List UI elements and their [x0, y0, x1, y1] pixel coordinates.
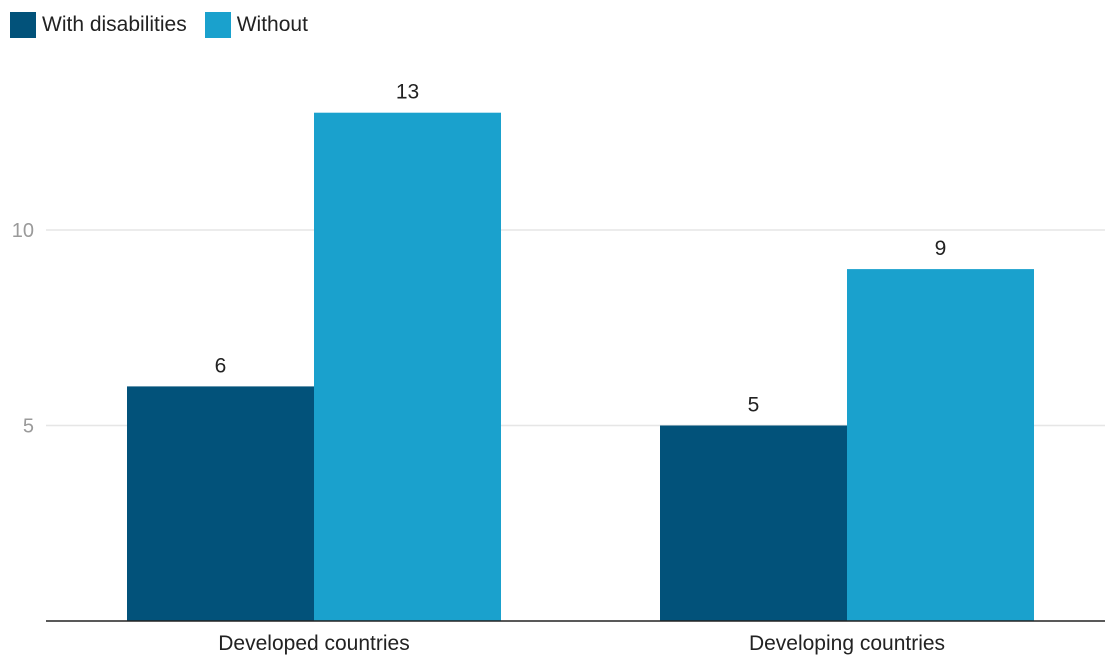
y-tick-label: 10	[12, 220, 34, 242]
data-label: 13	[396, 81, 419, 104]
legend-item-without: Without	[204, 12, 308, 38]
x-category-label: Developed countries	[218, 632, 409, 655]
y-tick-label: 5	[23, 416, 34, 438]
bar-without-0	[314, 112, 501, 621]
legend-label-with-disabilities: With disabilities	[42, 13, 187, 36]
data-label: 5	[748, 394, 760, 417]
bar-without-1	[847, 269, 1034, 621]
x-category-label: Developing countries	[749, 632, 945, 655]
bar-with-disabilities-1	[660, 425, 847, 621]
bar-with-disabilities-0	[127, 386, 314, 621]
data-label: 6	[215, 354, 227, 377]
legend: With disabilities Without	[10, 12, 308, 38]
legend-item-with-disabilities: With disabilities	[10, 12, 187, 38]
legend-swatch-without	[204, 12, 231, 38]
legend-swatch-with-disabilities	[10, 12, 36, 38]
legend-label-without: Without	[236, 13, 308, 36]
data-label: 9	[935, 237, 947, 260]
